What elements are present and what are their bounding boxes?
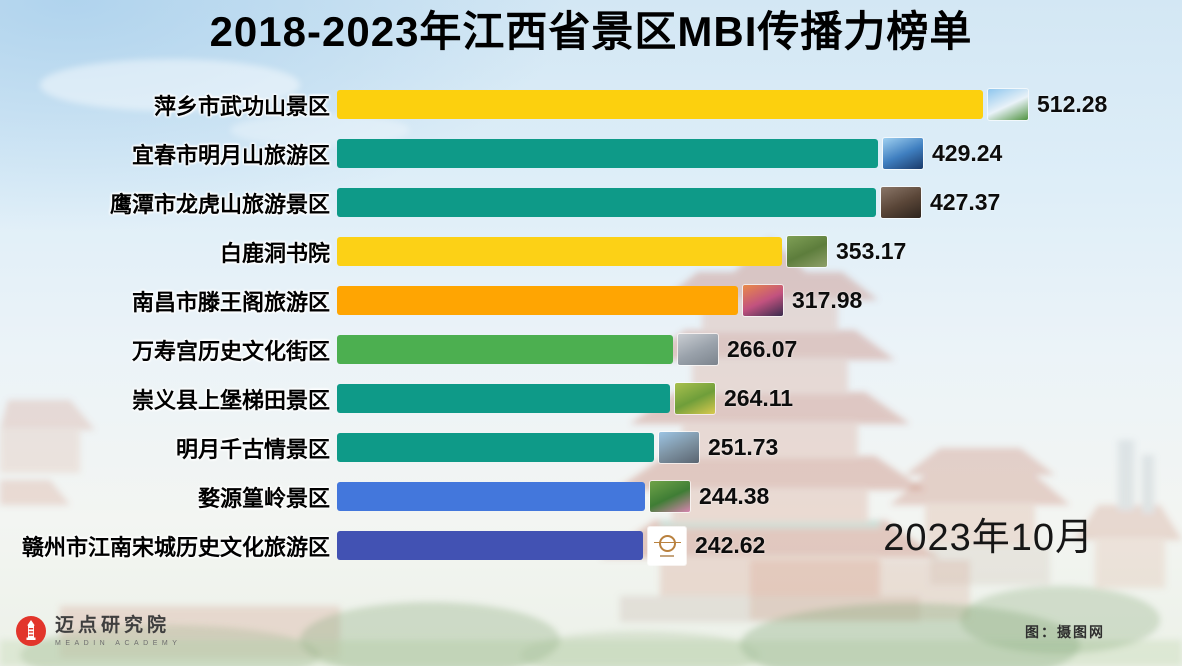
bar-category-label: 鹰潭市龙虎山旅游景区 [109, 191, 330, 217]
chart-row: 婺源篁岭景区 244.38 [0, 481, 1182, 512]
shangbao-terraces-photo [675, 383, 715, 414]
value-bar [337, 188, 876, 217]
logo-caption-line [660, 554, 674, 557]
chart-row: 崇义县上堡梯田景区 264.11 [0, 383, 1182, 414]
page-title: 2018-2023年江西省景区MBI传播力榜单 [209, 8, 973, 55]
value-bar [337, 139, 878, 168]
value-bar [337, 384, 670, 413]
chart-row: 万寿宫历史文化街区 266.07 [0, 334, 1182, 365]
bar-value: 266.07 [727, 336, 798, 362]
left-roof-silhouette [0, 400, 95, 505]
chart-row: 赣州市江南宋城历史文化旅游区 242.62 [0, 526, 1182, 565]
bar-value: 244.38 [699, 483, 770, 509]
value-bar [337, 433, 654, 462]
bar-category-label: 明月千古情景区 [175, 436, 330, 462]
gold-ring-icon [653, 534, 681, 552]
bar-category-label: 白鹿洞书院 [219, 240, 330, 266]
wuyuan-huangling-flowers-photo [650, 481, 690, 512]
value-bar [337, 286, 738, 315]
jiangnan-songcheng-gold-seal-logo [648, 526, 686, 565]
photo-credit: 图：摄图网 [1025, 624, 1105, 640]
wugongshan-mountain-photo [988, 89, 1028, 120]
value-bar [337, 531, 643, 560]
chart-row: 宜春市明月山旅游区 429.24 [0, 138, 1182, 169]
mingyue-qianguqing-photo [659, 432, 699, 463]
chart-row: 萍乡市武功山景区 512.28 [0, 89, 1182, 120]
bar-value: 264.11 [724, 385, 794, 411]
bar-value: 427.37 [930, 189, 1001, 215]
chart-row: 白鹿洞书院 353.17 [0, 236, 1182, 267]
tengwang-pavilion-sunset-photo [743, 285, 783, 316]
value-bar [337, 335, 673, 364]
wanshougong-rooftops-photo [678, 334, 718, 365]
brand-text: 迈点研究院 MEADIN ACADEMY [55, 615, 182, 647]
bar-value: 429.24 [932, 140, 1003, 166]
mingyueshan-night-photo [883, 138, 923, 169]
value-bar [337, 482, 645, 511]
chart-row: 明月千古情景区 251.73 [0, 432, 1182, 463]
bar-category-label: 赣州市江南宋城历史文化旅游区 [21, 534, 330, 560]
bar-value: 317.98 [792, 287, 863, 313]
value-bar [337, 90, 983, 119]
brand-logo: 迈点研究院 MEADIN ACADEMY [16, 615, 182, 647]
chart-row: 南昌市滕王阁旅游区 317.98 [0, 285, 1182, 316]
bar-value: 251.73 [708, 434, 779, 460]
bar-category-label: 万寿宫历史文化街区 [131, 338, 330, 364]
bar-rows: 萍乡市武功山景区 512.28 宜春市明月山旅游区 429.24 鹰潭市龙虎山旅游景区 4… [0, 89, 1182, 580]
bar-category-label: 婺源篁岭景区 [197, 485, 330, 511]
bar-category-label: 崇义县上堡梯田景区 [131, 387, 330, 413]
brand-subtitle: MEADIN ACADEMY [55, 639, 182, 647]
bailudong-academy-aerial-photo [787, 236, 827, 267]
bar-value: 242.62 [695, 532, 766, 558]
cloud-shape [40, 59, 300, 111]
brand-name: 迈点研究院 [55, 615, 171, 636]
bar-value: 512.28 [1037, 91, 1108, 117]
bar-category-label: 南昌市滕王阁旅游区 [131, 289, 330, 315]
bar-category-label: 宜春市明月山旅游区 [131, 142, 330, 168]
date-label: 2023年10月 [883, 517, 1094, 559]
bar-value: 353.17 [836, 238, 907, 264]
bar-category-label: 萍乡市武功山景区 [153, 93, 330, 119]
value-bar [337, 237, 782, 266]
chart-row: 鹰潭市龙虎山旅游景区 427.37 [0, 187, 1182, 218]
longhushan-cliff-photo [881, 187, 921, 218]
meadin-lighthouse-icon [16, 616, 46, 647]
